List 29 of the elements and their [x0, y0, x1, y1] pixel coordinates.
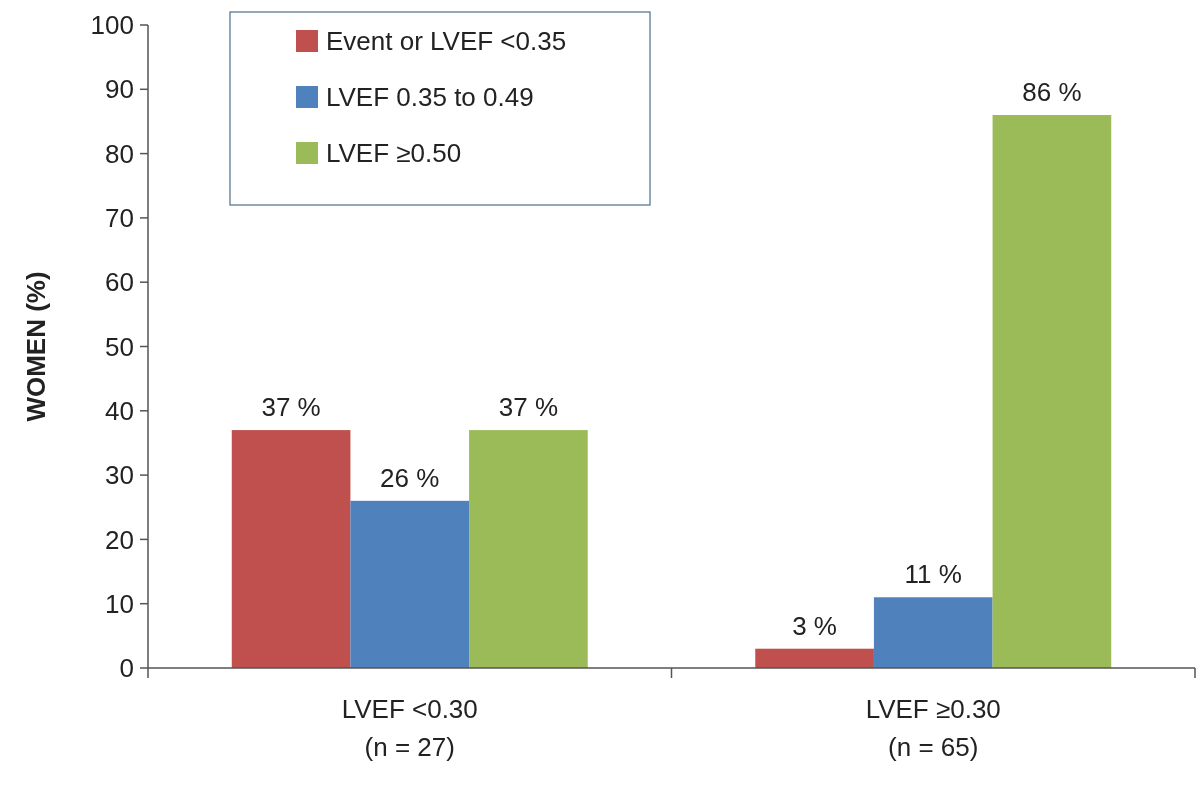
- bar: [755, 648, 874, 668]
- bar: [873, 597, 993, 668]
- data-label: 86 %: [1022, 77, 1082, 108]
- data-label: 37 %: [261, 392, 321, 423]
- data-label: 3 %: [792, 610, 837, 641]
- y-tick-label: 90: [105, 74, 134, 105]
- y-tick-label: 10: [105, 588, 134, 619]
- y-tick-label: 30: [105, 460, 134, 491]
- y-tick-label: 50: [105, 331, 134, 362]
- y-tick-label: 70: [105, 203, 134, 233]
- data-label: 37 %: [498, 392, 559, 423]
- legend-label: LVEF ≥0.50: [326, 138, 462, 169]
- y-tick-label: 100: [90, 10, 134, 41]
- data-label: 11 %: [904, 559, 962, 590]
- bar: [992, 115, 1112, 668]
- y-tick-label: 40: [105, 395, 134, 426]
- legend-label: LVEF 0.35 to 0.49: [326, 82, 534, 113]
- data-label: 26 %: [380, 462, 440, 493]
- y-tick-label: 20: [105, 524, 134, 555]
- y-axis-title: WOMEN (%): [21, 271, 51, 422]
- y-tick-label: 60: [105, 267, 134, 298]
- y-tick-label: 80: [105, 138, 134, 169]
- bar: [231, 430, 351, 668]
- y-tick-label: 0: [119, 653, 134, 684]
- bar: [350, 500, 470, 668]
- legend-label: Event or LVEF <0.35: [326, 26, 567, 57]
- bar: [469, 430, 588, 668]
- x-tick-label: LVEF ≥0.30 (n = 65): [865, 694, 1001, 762]
- x-tick-label: LVEF <0.30 (n = 27): [341, 694, 478, 762]
